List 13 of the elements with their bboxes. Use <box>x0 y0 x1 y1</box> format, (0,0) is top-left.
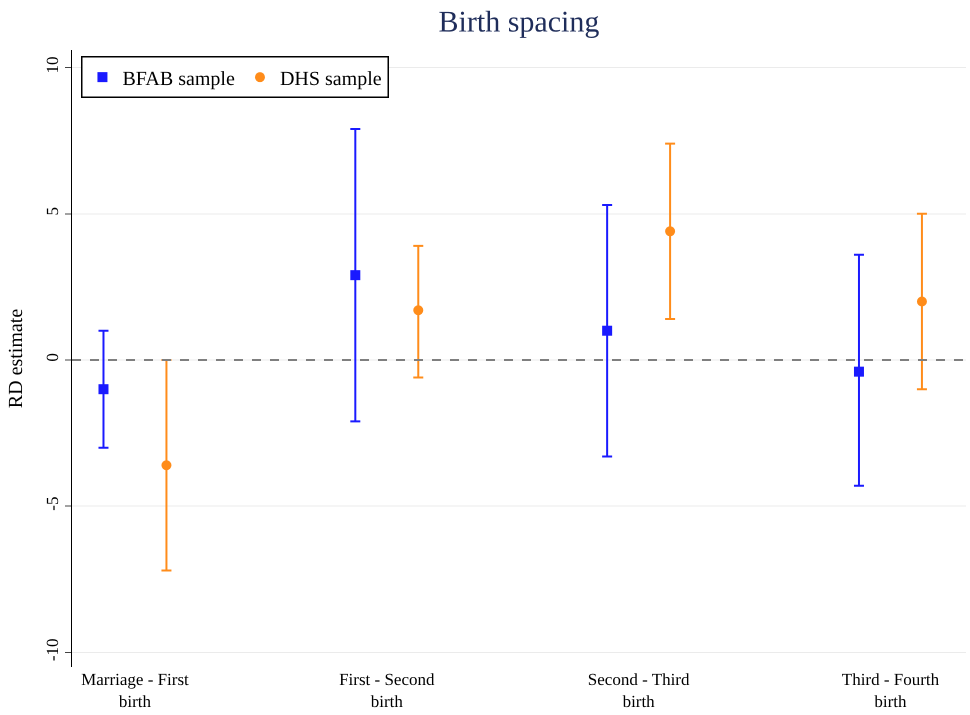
x-tick-label: Second - Third birth <box>588 670 690 712</box>
y-axis-title: RD estimate <box>5 308 27 408</box>
legend-label: DHS sample <box>280 68 382 90</box>
legend-label: BFAB sample <box>122 68 235 90</box>
chart-title: Birth spacing <box>438 6 600 39</box>
y-tick-label: 10 <box>43 56 62 74</box>
x-tick-label: First - Second birth <box>339 670 435 712</box>
y-tick-label: -10 <box>43 638 62 662</box>
y-tick-label: -5 <box>43 496 62 511</box>
x-tick-label: Marriage - First birth <box>81 670 190 712</box>
y-tick-label: 5 <box>43 206 62 216</box>
x-tick-label: Third - Fourth birth <box>842 670 940 712</box>
y-tick-label: 0 <box>43 353 62 362</box>
